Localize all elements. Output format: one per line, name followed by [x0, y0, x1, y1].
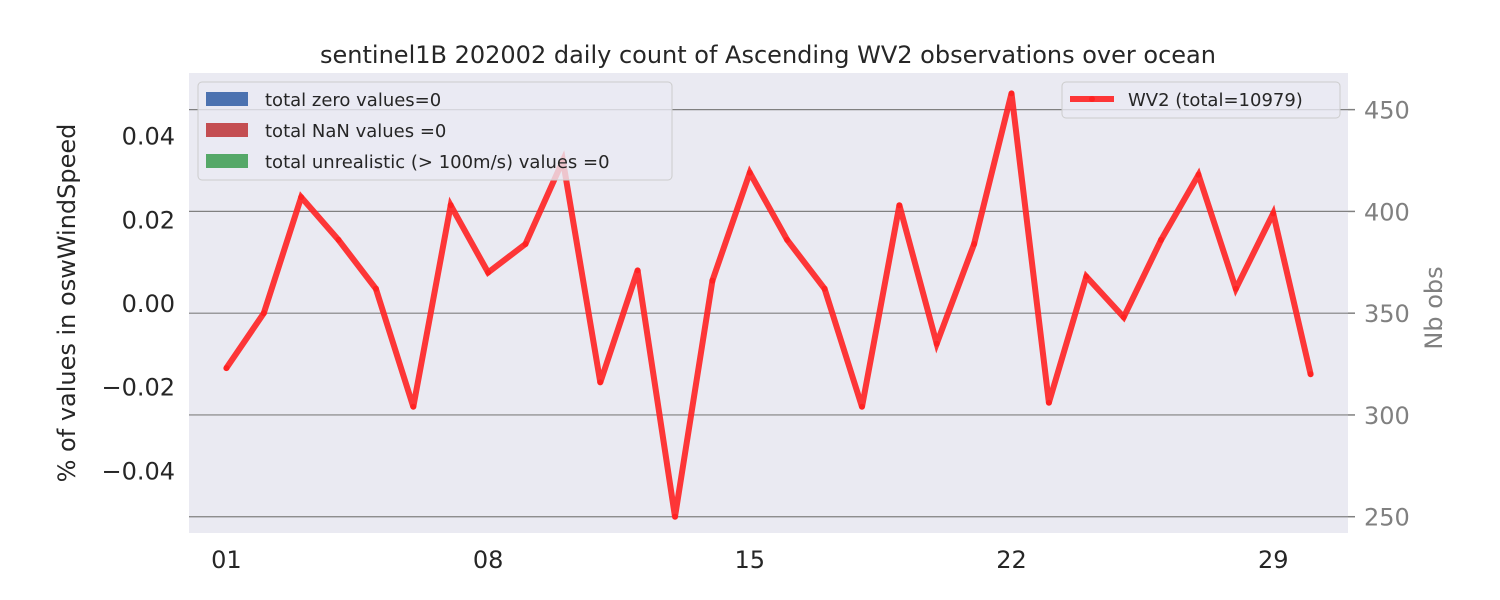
data-point-day-18 — [858, 403, 865, 410]
data-point-day-29 — [1270, 210, 1277, 217]
data-point-day-30 — [1307, 371, 1314, 378]
data-point-day-25 — [1120, 314, 1127, 321]
left-tick-label: 0.02 — [122, 206, 175, 234]
data-point-day-22 — [1008, 90, 1015, 97]
data-point-day-12 — [634, 267, 641, 274]
right-tick-label: 450 — [1364, 97, 1410, 125]
data-point-day-26 — [1158, 236, 1165, 243]
data-point-day-7 — [447, 202, 454, 209]
data-point-day-19 — [896, 202, 903, 209]
data-point-day-20 — [933, 340, 940, 347]
legend-label-nan: total NaN values =0 — [265, 121, 446, 142]
right-tick-label: 300 — [1364, 402, 1410, 430]
data-point-day-17 — [821, 285, 828, 292]
legend-marker-wv2 — [1089, 96, 1095, 102]
data-point-day-15 — [746, 169, 753, 176]
legend-label-unrealistic: total unrealistic (> 100m/s) values =0 — [265, 152, 610, 173]
legend-swatch-unrealistic — [206, 154, 248, 168]
data-point-day-9 — [522, 240, 529, 247]
data-point-day-16 — [784, 236, 791, 243]
legend-label-zero: total zero values=0 — [265, 90, 441, 111]
x-ticks: 01 08 15 22 29 — [211, 546, 1288, 574]
x-tick-label: 01 — [211, 546, 242, 574]
data-point-day-2 — [260, 310, 267, 317]
x-tick-label: 08 — [473, 546, 504, 574]
line-legend-box — [1061, 81, 1341, 119]
y-axis-label-left: % of values in oswWindSpeed — [53, 124, 81, 483]
bar-legend-box — [197, 81, 673, 181]
x-tick-label: 15 — [735, 546, 766, 574]
right-y-ticks: 450 400 350 300 250 — [1348, 97, 1410, 532]
series-lines — [223, 90, 1314, 520]
x-tick-label: 29 — [1258, 546, 1289, 574]
bar-legend: total zero values=0 total NaN values =0 … — [197, 81, 673, 181]
data-point-day-21 — [971, 240, 978, 247]
data-point-day-4 — [335, 236, 342, 243]
left-tick-label: −0.04 — [101, 457, 175, 485]
legend-label-wv2: WV2 (total=10979) — [1128, 90, 1303, 111]
series-line-wv2 — [223, 92, 1314, 518]
data-point-day-24 — [1083, 273, 1090, 280]
data-point-day-23 — [1045, 399, 1052, 406]
data-point-day-27 — [1195, 171, 1202, 178]
right-tick-label: 350 — [1364, 300, 1410, 328]
left-y-ticks: 0.04 0.02 0.00 −0.02 −0.04 — [101, 123, 175, 486]
x-tick-label: 22 — [996, 546, 1027, 574]
data-point-day-13 — [672, 513, 679, 520]
legend-swatch-nan — [206, 123, 248, 137]
left-tick-label: 0.00 — [122, 290, 175, 318]
right-tick-label: 400 — [1364, 198, 1410, 226]
y-axis-label-right: Nb obs — [1420, 266, 1448, 349]
left-tick-label: 0.04 — [122, 123, 175, 151]
data-point-day-6 — [410, 403, 417, 410]
left-tick-label: −0.02 — [101, 374, 175, 402]
right-tick-label: 250 — [1364, 504, 1410, 532]
data-point-day-5 — [372, 285, 379, 292]
line-legend: WV2 (total=10979) — [1061, 81, 1341, 119]
data-point-day-8 — [485, 269, 492, 276]
data-point-day-11 — [597, 379, 604, 386]
data-point-day-28 — [1232, 285, 1239, 292]
legend-swatch-zero — [206, 92, 248, 106]
data-point-day-3 — [298, 194, 305, 201]
data-point-day-1 — [223, 365, 230, 372]
chart-title: sentinel1B 202002 daily count of Ascendi… — [320, 41, 1216, 69]
data-point-day-14 — [709, 277, 716, 284]
